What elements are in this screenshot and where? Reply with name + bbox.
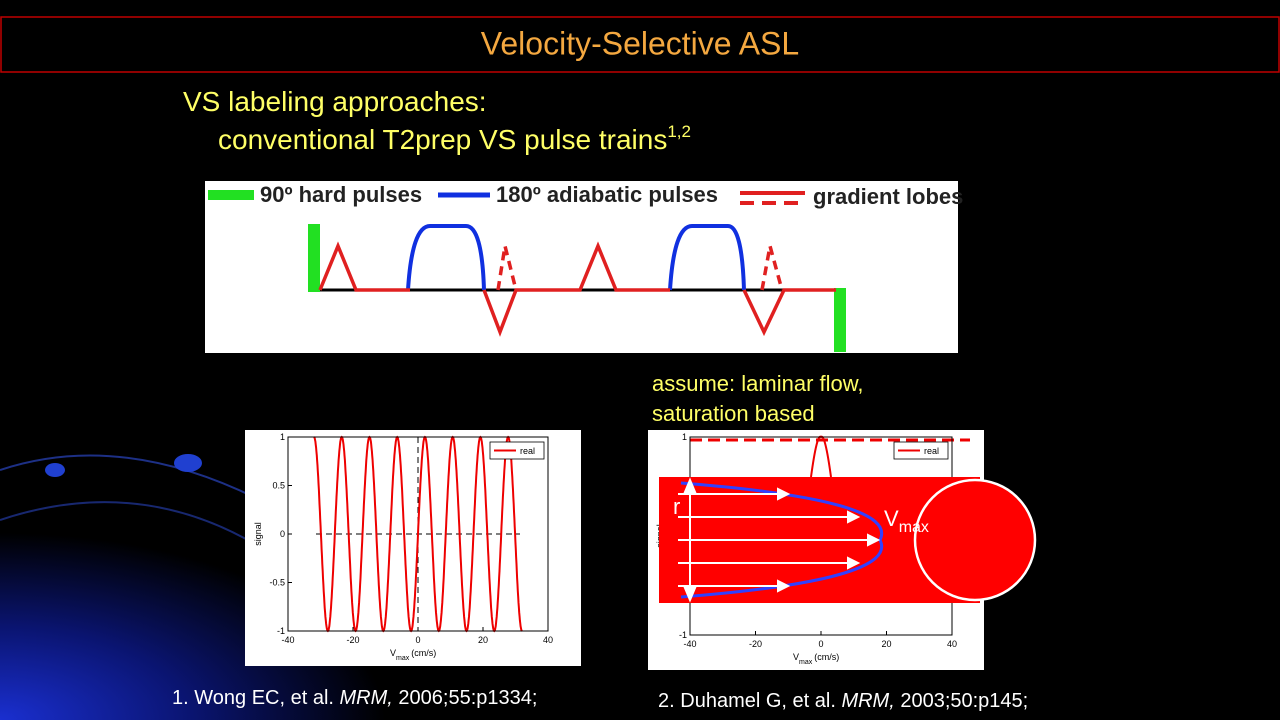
plot: -40 -20 0 20 40 -1 -0.5 0 0.5 1 signal Vmax(cm/s) re… [245, 430, 581, 666]
ref-citation: 2006;55:p1334; [398, 687, 537, 709]
x-tick-label: 20 [881, 639, 891, 649]
reference: 1. Wong EC, et al. MRM, 2006;55:p1334; [172, 687, 537, 709]
adiabatic-pulse [406, 224, 486, 291]
velocity-symbol: V [884, 506, 899, 531]
legend-box [489, 441, 545, 460]
hard-pulse [834, 288, 846, 352]
title: Velocity-Selective ASL [481, 25, 799, 61]
x-tick-label: -40 [281, 635, 294, 645]
annotation: saturation based [652, 401, 815, 426]
y-tick-label: 0 [280, 529, 285, 539]
x-label-subscript: max [396, 655, 410, 662]
hard-pulse [308, 224, 320, 292]
x-axis-label: Vmax(cm/s) [390, 648, 436, 662]
ref-authors: Duhamel G, et al. [680, 690, 836, 712]
y-tick-label: 1 [280, 432, 285, 442]
annotation: assume: laminar flow, [652, 371, 864, 396]
velocity-subscript: max [899, 519, 929, 536]
x-tick-label: 20 [478, 635, 488, 645]
reference: 2. Duhamel G, et al. MRM, 2003;50:p145; [658, 690, 1028, 712]
y-tick-label: 0.5 [272, 481, 285, 491]
legend-label: 180º adiabatic pulses [496, 182, 718, 207]
ref-journal: MRM, [841, 690, 894, 712]
radius-label: r [673, 494, 680, 519]
decor-arc [0, 454, 261, 501]
ref-authors: Wong EC, et al. [194, 687, 334, 709]
velocity-label: Vmax [884, 506, 929, 536]
arrow-heads [777, 487, 881, 593]
y-tick-label: -1 [679, 630, 687, 640]
title-box [0, 16, 1280, 73]
x-tick-label: 40 [947, 639, 957, 649]
x-label-subscript: max [799, 659, 813, 666]
legend-box [893, 441, 949, 460]
y-axis-label: signal [253, 522, 263, 546]
x-label-symbol: V [793, 652, 799, 662]
bullet-heading: VS labeling approaches: [183, 86, 487, 117]
x-tick-label: -20 [346, 635, 359, 645]
legend-swatch [208, 190, 254, 200]
ref-citation: 2003;50:p145; [900, 690, 1028, 712]
x-axis-label: Vmax(cm/s) [793, 652, 839, 666]
x-label-unit: (cm/s) [814, 652, 839, 662]
legend-label: real [520, 446, 535, 456]
y-tick-label: -1 [277, 626, 285, 636]
pulse-diagram: 90º hard pulses 180º adiabatic pulses gr… [205, 181, 963, 353]
bullet-item: conventional T2prep VS pulse trains1,2 [218, 122, 691, 155]
x-tick-label: 40 [543, 635, 553, 645]
legend-label: 90º hard pulses [260, 182, 422, 207]
x-label-symbol: V [390, 648, 396, 658]
superscript: 1,2 [667, 122, 691, 141]
arrow-heads [683, 477, 697, 603]
y-tick-label: 1 [682, 432, 687, 442]
ref-number: 1. [172, 687, 189, 709]
adiabatic-pulse [668, 224, 746, 291]
x-label-unit: (cm/s) [411, 648, 436, 658]
x-tick-label: 0 [415, 635, 420, 645]
vessel-section [913, 478, 1037, 602]
decor-dot [174, 454, 202, 472]
gradient-lobes-dashed [496, 245, 784, 291]
x-tick-label: -40 [683, 639, 696, 649]
x-tick-label: 0 [818, 639, 823, 649]
decor-dot [45, 463, 65, 477]
legend-label: real [924, 446, 939, 456]
y-tick-label: -0.5 [269, 578, 285, 588]
legend-label: gradient lobes [813, 184, 963, 209]
flow-profile: r Vmax [659, 477, 1037, 603]
bullet-text: conventional T2prep VS pulse trains [218, 124, 667, 155]
gradient-lobes [318, 241, 836, 337]
signal-curve [313, 435, 523, 633]
x-tick-label: -20 [749, 639, 762, 649]
ref-number: 2. [658, 690, 675, 712]
ref-journal: MRM, [340, 687, 393, 709]
